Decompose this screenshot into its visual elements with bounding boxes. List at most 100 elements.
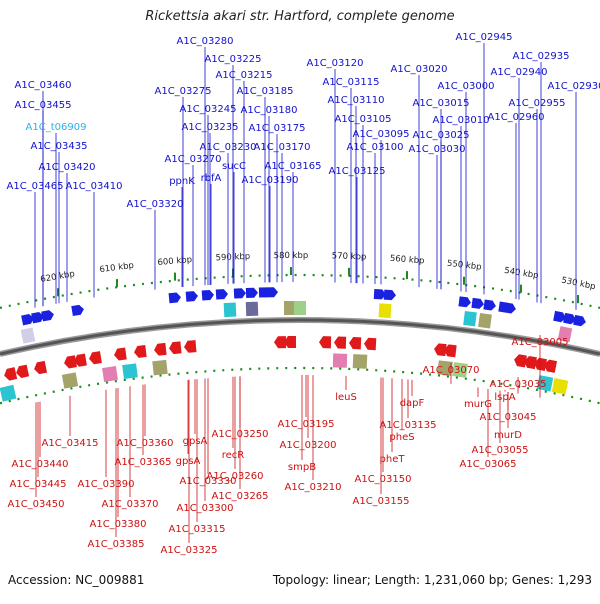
reverse-gene-label: A1C_03370 (102, 499, 159, 510)
reverse-gene-label: A1C_03150 (355, 474, 412, 485)
reverse-gene-label: A1C_03360 (117, 438, 174, 449)
forward-gene-arrow (471, 298, 484, 309)
forward-gene-label: A1C_03020 (391, 64, 448, 75)
forward-feature-block (21, 328, 36, 344)
reverse-gene-arrow (88, 351, 102, 365)
reverse-gene-arrow (334, 336, 346, 348)
forward-gene-arrow (246, 288, 258, 298)
forward-gene-label: A1C_03175 (249, 123, 306, 134)
reverse-feature-block (552, 378, 569, 395)
reverse-gene-label: dapF (400, 398, 425, 409)
reverse-feature-block (62, 372, 78, 388)
reverse-gene-arrow (113, 348, 127, 362)
forward-gene-label: A1C_03245 (180, 104, 237, 115)
forward-gene-label: A1C_03460 (15, 80, 72, 91)
forward-gene-arrow (216, 289, 229, 300)
forward-gene-label: A1C_03215 (216, 70, 273, 81)
forward-feature-block (379, 303, 392, 318)
forward-gene-label: A1C_03120 (307, 58, 364, 69)
reverse-gene-label: A1C_03325 (161, 545, 218, 556)
forward-gene-label: A1C_02945 (456, 32, 513, 43)
reverse-gene-label: A1C_03450 (8, 499, 65, 510)
reverse-gene-label: A1C_03135 (380, 420, 437, 431)
reverse-gene-label: lspA (494, 392, 515, 403)
reverse-gene-label: A1C_03445 (10, 479, 67, 490)
map-title: Rickettsia akari str. Hartford, complete… (0, 9, 600, 24)
reverse-gene-arrow (33, 361, 47, 375)
reverse-gene-label: A1C_03440 (12, 459, 69, 470)
reverse-feature-block (353, 354, 368, 369)
forward-gene-arrow (41, 309, 55, 321)
forward-gene-label: A1C_03165 (265, 161, 322, 172)
forward-gene-arrow (169, 292, 182, 303)
forward-gene-label: A1C_03320 (127, 199, 184, 210)
reverse-gene-label: A1C_03155 (353, 496, 410, 507)
reverse-gene-label: A1C_03065 (460, 459, 517, 470)
forward-gene-label: A1C_03270 (165, 154, 222, 165)
scale-tick-label: 580 kbp (274, 251, 309, 261)
forward-gene-label: A1C_03275 (155, 86, 212, 97)
reverse-gene-label: A1C_03055 (472, 445, 529, 456)
reverse-gene-label: A1C_03210 (285, 482, 342, 493)
forward-gene-label: A1C_03410 (66, 181, 123, 192)
forward-gene-label: A1C_03015 (413, 98, 470, 109)
reverse-feature-block (152, 360, 167, 375)
scale-tick-label: 610 kbp (99, 261, 135, 275)
reverse-gene-label: A1C_03195 (278, 419, 335, 430)
forward-gene-arrow (503, 302, 516, 314)
scale-tick-label: 560 kbp (390, 254, 425, 267)
reverse-gene-label: smpB (288, 462, 316, 473)
forward-gene-label: A1C_03235 (182, 122, 239, 133)
forward-gene-label: A1C_03170 (254, 142, 311, 153)
forward-gene-label: A1C_03095 (353, 129, 410, 140)
forward-gene-label: rbfA (201, 173, 222, 184)
forward-gene-label: A1C_03190 (242, 175, 299, 186)
reverse-gene-label: A1C_03200 (280, 440, 337, 451)
reverse-feature-block (102, 366, 118, 382)
genome-backbone (0, 320, 600, 354)
reverse-gene-label: A1C_03265 (212, 491, 269, 502)
reverse-gene-label: A1C_03300 (177, 503, 234, 514)
forward-gene-label: A1C_02930 (548, 81, 600, 92)
forward-feature-block (463, 311, 477, 326)
reverse-gene-label: pheS (389, 432, 414, 443)
forward-gene-label: sucC (222, 161, 246, 172)
forward-gene-arrow (458, 296, 471, 307)
genome-summary: Topology: linear; Length: 1,231,060 bp; … (273, 573, 592, 587)
forward-gene-label: A1C_03455 (15, 100, 72, 111)
forward-gene-label: A1C_03420 (39, 162, 96, 173)
reverse-gene-label: recR (222, 450, 245, 461)
reverse-gene-arrow (168, 341, 181, 354)
forward-gene-label: A1C_03100 (347, 142, 404, 153)
reverse-feature-block (122, 363, 138, 379)
forward-gene-label: A1C_03110 (328, 95, 385, 106)
forward-gene-label: A1C_03435 (31, 141, 88, 152)
forward-gene-label: A1C_02935 (513, 51, 570, 62)
scale-tick-label: 540 kbp (503, 266, 539, 281)
forward-gene-arrow (266, 287, 278, 297)
forward-gene-label: A1C_03000 (438, 81, 495, 92)
forward-gene-label: A1C_03180 (241, 105, 298, 116)
reverse-gene-label: leuS (335, 392, 357, 403)
scale-tick-label: 570 kbp (332, 251, 367, 262)
forward-gene-arrow (202, 290, 215, 301)
forward-gene-label: A1C_02940 (491, 67, 548, 78)
forward-feature-block (246, 302, 258, 316)
forward-gene-label: A1C_03105 (335, 114, 392, 125)
scale-tick-label: 530 kbp (560, 276, 596, 293)
reverse-gene-label: A1C_03260 (207, 471, 264, 482)
reverse-gene-arrow (349, 337, 361, 349)
forward-gene-arrow (186, 291, 199, 302)
reverse-gene-label: A1C_03390 (78, 479, 135, 490)
forward-gene-label: A1C_03025 (413, 130, 470, 141)
reverse-gene-label: A1C_03380 (90, 519, 147, 530)
forward-gene-label: A1C_03225 (205, 54, 262, 65)
reverse-gene-label: gpsA (183, 436, 208, 447)
reverse-gene-label: murD (494, 430, 522, 441)
forward-gene-label: A1C_03030 (409, 144, 466, 155)
scale-tick-label: 600 kbp (157, 255, 192, 268)
reverse-gene-label: A1C_03315 (169, 524, 226, 535)
reverse-gene-arrow (364, 338, 377, 351)
forward-gene-arrow (573, 315, 587, 327)
